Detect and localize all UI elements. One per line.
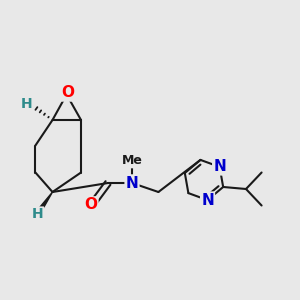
Text: N: N — [201, 193, 214, 208]
Text: Me: Me — [122, 154, 142, 167]
Text: H: H — [32, 208, 43, 221]
Polygon shape — [37, 192, 52, 213]
Text: O: O — [61, 85, 75, 100]
Text: N: N — [213, 159, 226, 174]
Text: O: O — [84, 197, 98, 212]
Text: H: H — [21, 97, 33, 111]
Text: N: N — [126, 176, 138, 190]
